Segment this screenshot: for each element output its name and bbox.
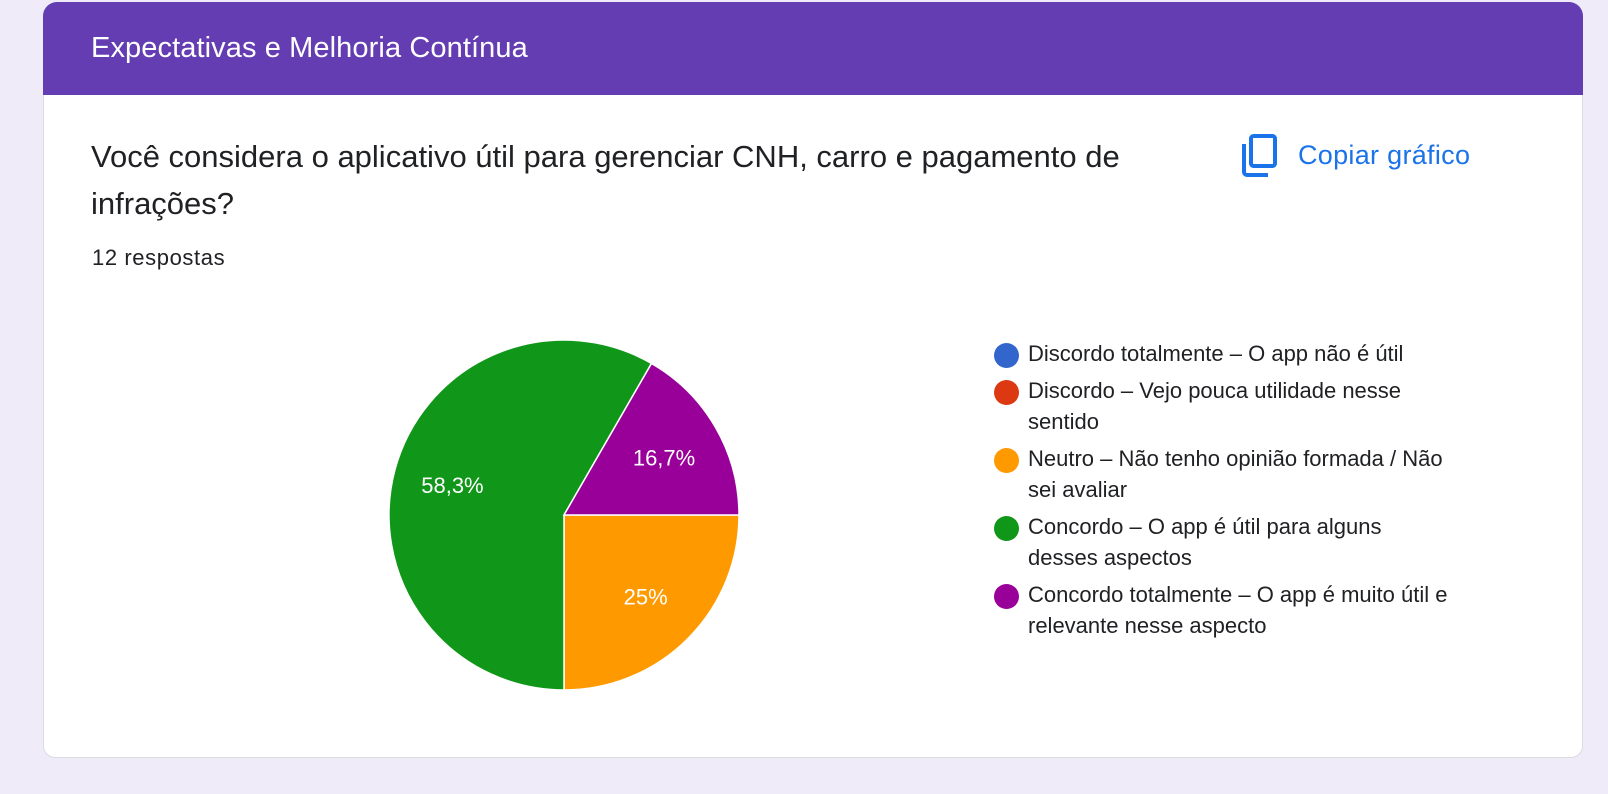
pie-chart: 25% 58,3% 16,7% xyxy=(388,339,740,691)
response-count: 12 respostas xyxy=(92,245,226,270)
copy-chart-button[interactable]: Copiar gráfico xyxy=(1240,131,1470,179)
question-card: Você considera o aplicativo útil para ge… xyxy=(43,95,1583,758)
copy-chart-label: Copiar gráfico xyxy=(1298,139,1471,170)
legend-swatch xyxy=(994,516,1019,541)
pie-slice[interactable] xyxy=(388,339,653,691)
slice-label: 58,3% xyxy=(421,473,483,498)
question-title: Você considera o aplicativo útil para ge… xyxy=(91,139,1120,221)
pie-slice[interactable] xyxy=(562,362,740,516)
legend-item[interactable]: Neutro – Não tenho opinião formada / Não… xyxy=(994,443,1454,505)
chart-legend: Discordo totalmente – O app não é útil Di… xyxy=(994,338,1454,647)
pie-slice[interactable] xyxy=(563,514,740,691)
legend-swatch xyxy=(994,584,1019,609)
legend-label: Discordo totalmente – O app não é útil xyxy=(1028,341,1404,366)
legend-item[interactable]: Discordo – Vejo pouca utilidade nesse se… xyxy=(994,375,1454,437)
section-title: Expectativas e Melhoria Contínua xyxy=(91,32,528,64)
legend-label: Discordo – Vejo pouca utilidade nesse se… xyxy=(1028,378,1402,434)
legend-label: Concordo – O app é útil para alguns dess… xyxy=(1028,514,1382,570)
slice-label: 25% xyxy=(624,585,668,610)
legend-label: Concordo totalmente – O app é muito útil… xyxy=(1028,582,1448,638)
legend-item[interactable]: Concordo totalmente – O app é muito útil… xyxy=(994,579,1454,641)
legend-swatch xyxy=(994,343,1019,368)
slice-label: 16,7% xyxy=(633,445,695,470)
legend-item[interactable]: Concordo – O app é útil para alguns dess… xyxy=(994,511,1454,573)
legend-swatch xyxy=(994,380,1019,405)
legend-item[interactable]: Discordo totalmente – O app não é útil xyxy=(994,338,1454,369)
legend-swatch xyxy=(994,448,1019,473)
section-header: Expectativas e Melhoria Contínua xyxy=(43,2,1583,95)
legend-label: Neutro – Não tenho opinião formada / Não… xyxy=(1028,446,1443,502)
copy-icon xyxy=(1242,134,1277,177)
